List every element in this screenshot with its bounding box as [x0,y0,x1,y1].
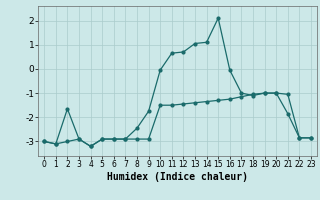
X-axis label: Humidex (Indice chaleur): Humidex (Indice chaleur) [107,172,248,182]
